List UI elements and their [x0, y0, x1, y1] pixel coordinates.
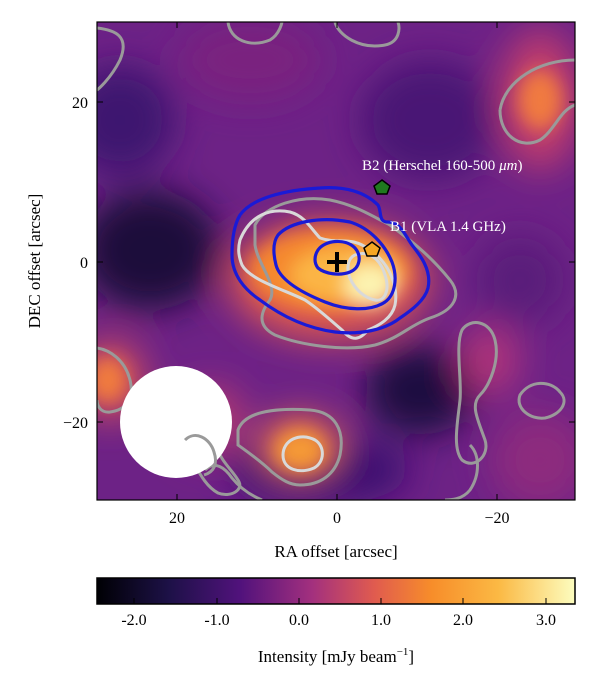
- colorbar-tick-label: -2.0: [121, 612, 146, 629]
- gray-contour: [97, 26, 125, 92]
- blue-contour: [272, 218, 397, 311]
- gray-contour: [183, 434, 218, 477]
- gray-contour: [226, 22, 284, 45]
- y-tick-label: −20: [63, 415, 88, 432]
- b1-label: B1 (VLA 1.4 GHz): [390, 219, 506, 235]
- gray-contour: [498, 58, 575, 111]
- ticks: [97, 22, 575, 500]
- colorbar-tick-label: 0.0: [289, 612, 309, 629]
- colorbar-tick-label: -1.0: [204, 612, 229, 629]
- center-marker: [327, 252, 347, 272]
- blue-contour: [230, 186, 431, 335]
- intensity-map: [97, 22, 575, 500]
- b1-marker: [363, 241, 381, 257]
- colorbar: [96, 577, 576, 605]
- beam-circle: [120, 366, 232, 478]
- blue-contour: [313, 239, 361, 276]
- x-axis-label: RA offset [arcsec]: [274, 542, 397, 561]
- b2-label: B2 (Herschel 160-500 μm): [362, 158, 522, 174]
- colorbar-label: Intensity [mJy beam−1]: [258, 646, 414, 666]
- y-axis-label: DEC offset [arcsec]: [25, 194, 44, 329]
- gray-contour: [253, 197, 458, 350]
- colorbar-tick-label: 2.0: [453, 612, 473, 629]
- x-tick-label: 0: [333, 510, 341, 527]
- colorbar-ticks: [133, 598, 547, 604]
- colorbar-tick-label: 1.0: [371, 612, 391, 629]
- plot-frame: [96, 21, 576, 501]
- gray-contour: [498, 103, 575, 145]
- b2-marker: [373, 179, 391, 195]
- gray-contour: [333, 22, 401, 48]
- gray-contour: [236, 407, 343, 487]
- light-contour: [281, 435, 324, 473]
- light-contour: [346, 252, 389, 302]
- x-tick-label: 20: [169, 510, 185, 527]
- x-tick-label: −20: [484, 510, 509, 527]
- gray-contour: [454, 321, 498, 465]
- gray-contour: [517, 381, 566, 420]
- colorbar-tick-label: 3.0: [536, 612, 556, 629]
- y-tick-label: 0: [80, 255, 88, 272]
- y-tick-label: 20: [72, 95, 88, 112]
